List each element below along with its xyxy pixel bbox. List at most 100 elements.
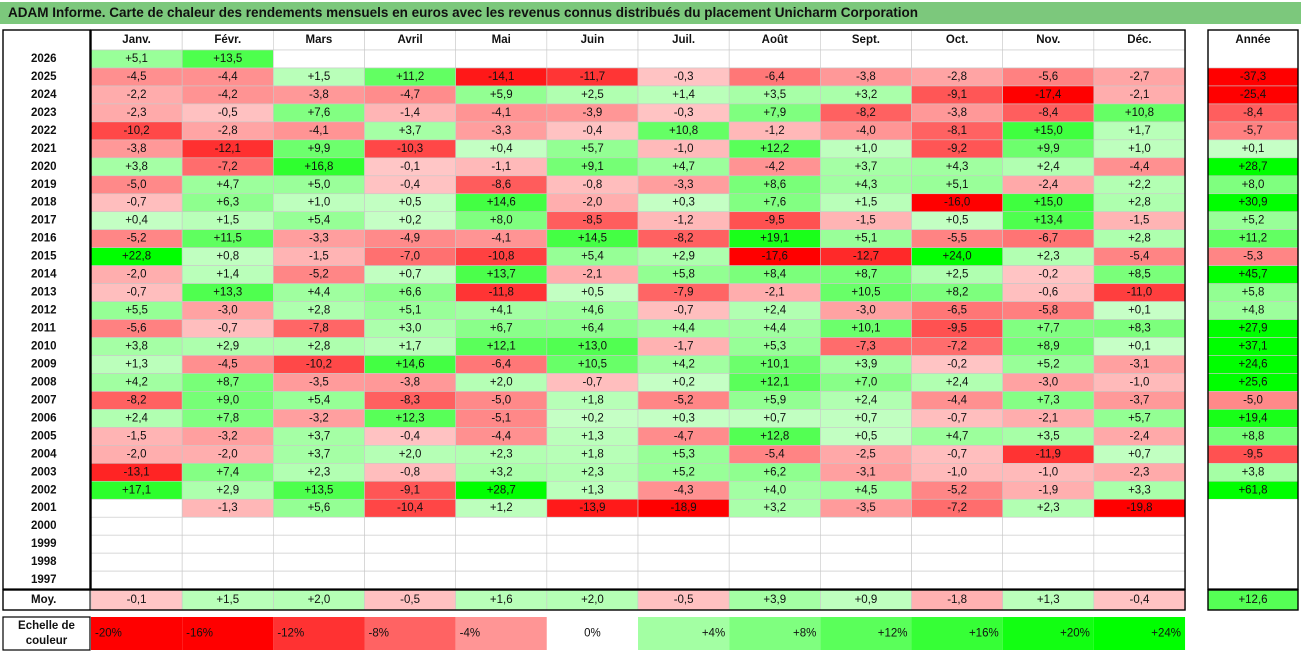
cell-value: +1,2	[490, 502, 513, 514]
month-header: Juin	[581, 34, 605, 46]
cell-value: +0,2	[399, 215, 422, 227]
cell-value: +5,6	[308, 502, 331, 514]
cell-value: +16,8	[304, 161, 333, 173]
cell-value: +5,8	[672, 269, 695, 281]
cell-value: -3,8	[856, 71, 876, 83]
cell-value: +9,9	[308, 143, 331, 155]
cell-value: -3,1	[856, 466, 876, 478]
grid-border	[90, 29, 1186, 590]
cell-value: +5,7	[581, 143, 604, 155]
cell-value: +5,1	[946, 179, 969, 191]
annual-cell	[1208, 553, 1298, 572]
cell-value: -3,8	[127, 143, 147, 155]
cell-value: +5,7	[1128, 412, 1151, 424]
cell-value: -3,2	[218, 430, 238, 442]
heatmap-cell	[820, 516, 912, 536]
cell-value: -8,2	[856, 107, 876, 119]
cell-value: -13,9	[579, 502, 605, 514]
cell-value: -10,4	[397, 502, 424, 514]
cell-value: -2,2	[127, 89, 147, 101]
heatmap-cell	[455, 49, 548, 69]
cell-value: -3,8	[309, 89, 329, 101]
month-header: Mars	[305, 34, 332, 46]
cell-value: -0,3	[674, 107, 694, 119]
heatmap-cell	[728, 534, 821, 554]
heatmap-cell	[1093, 49, 1186, 69]
average-annual-border	[1207, 589, 1299, 611]
cell-value: -3,8	[947, 107, 967, 119]
year-label: 2009	[31, 358, 57, 370]
cell-value: +2,4	[125, 412, 148, 424]
scale-label: -16%	[186, 628, 213, 640]
cell-value: -3,5	[309, 376, 329, 388]
annual-value: -8,4	[1243, 107, 1263, 119]
scale-swatch	[455, 617, 547, 650]
cell-value: -17,6	[762, 251, 788, 263]
average-value: +0,9	[855, 594, 878, 606]
heatmap-cell	[364, 516, 456, 536]
annual-value: +3,8	[1242, 466, 1265, 478]
cell-value: -1,5	[1130, 215, 1150, 227]
cell-value: -4,2	[765, 161, 785, 173]
cell-value: +2,8	[1128, 197, 1151, 209]
scale-label-line2: couleur	[26, 635, 68, 647]
heatmap-cell	[546, 534, 639, 554]
cell-value: +7,6	[308, 107, 331, 119]
year-label: 2017	[31, 215, 57, 227]
annual-value: +61,8	[1238, 484, 1267, 496]
cell-value: +3,5	[763, 89, 786, 101]
year-label: 2010	[31, 341, 57, 353]
cell-value: +1,0	[1128, 143, 1151, 155]
scale-label: -12%	[277, 628, 304, 640]
cell-value: -0,7	[947, 412, 967, 424]
cell-value: -3,8	[400, 376, 420, 388]
cell-value: +22,8	[122, 251, 151, 263]
annual-value: -25,4	[1240, 89, 1267, 101]
cell-value: +2,8	[308, 341, 331, 353]
cell-value: -0,1	[400, 161, 420, 173]
cell-value: -7,2	[947, 502, 967, 514]
cell-value: +8,3	[1128, 323, 1151, 335]
heatmap-cell	[273, 49, 365, 69]
scale-label: +12%	[878, 628, 908, 640]
cell-value: -5,6	[1038, 71, 1058, 83]
heatmap-cell	[455, 534, 548, 554]
year-label: 2011	[31, 323, 57, 335]
cell-value: +0,5	[946, 215, 969, 227]
cell-value: -1,1	[491, 161, 511, 173]
cell-value: -5,8	[1038, 305, 1058, 317]
cell-value: +3,3	[1128, 484, 1151, 496]
cell-value: +13,0	[578, 341, 607, 353]
heatmap-cell	[820, 570, 912, 590]
year-label: 2025	[31, 71, 57, 83]
cell-value: -3,3	[309, 233, 329, 245]
cell-value: -1,5	[856, 215, 876, 227]
cell-value: +8,9	[1037, 341, 1060, 353]
heatmap-cell	[1002, 49, 1095, 69]
cell-value: +2,9	[216, 484, 239, 496]
annual-column-border	[1207, 29, 1299, 590]
cell-value: +8,0	[490, 215, 513, 227]
year-label: 2001	[31, 502, 57, 514]
cell-value: +11,2	[396, 71, 424, 83]
cell-value: -3,3	[674, 179, 694, 191]
cell-value: +7,9	[763, 107, 786, 119]
average-value: +1,3	[1037, 594, 1060, 606]
annual-value: -9,5	[1243, 448, 1263, 460]
annual-value: +28,7	[1238, 161, 1267, 173]
cell-value: +19,1	[760, 233, 789, 245]
scale-swatch	[1093, 617, 1186, 650]
cell-value: +1,3	[581, 484, 604, 496]
year-label: 1997	[31, 574, 57, 586]
heatmap-cell	[820, 49, 912, 69]
annual-cell	[1208, 499, 1298, 518]
cell-value: +7,6	[763, 197, 786, 209]
scale-label: +24%	[1151, 628, 1181, 640]
average-value: -0,5	[400, 594, 420, 606]
year-label: 2000	[31, 520, 57, 532]
cell-value: -6,7	[1038, 233, 1058, 245]
cell-value: +15,0	[1034, 197, 1063, 209]
cell-value: -17,4	[1035, 89, 1062, 101]
cell-value: -3,1	[1130, 358, 1150, 370]
cell-value: -4,7	[674, 430, 694, 442]
